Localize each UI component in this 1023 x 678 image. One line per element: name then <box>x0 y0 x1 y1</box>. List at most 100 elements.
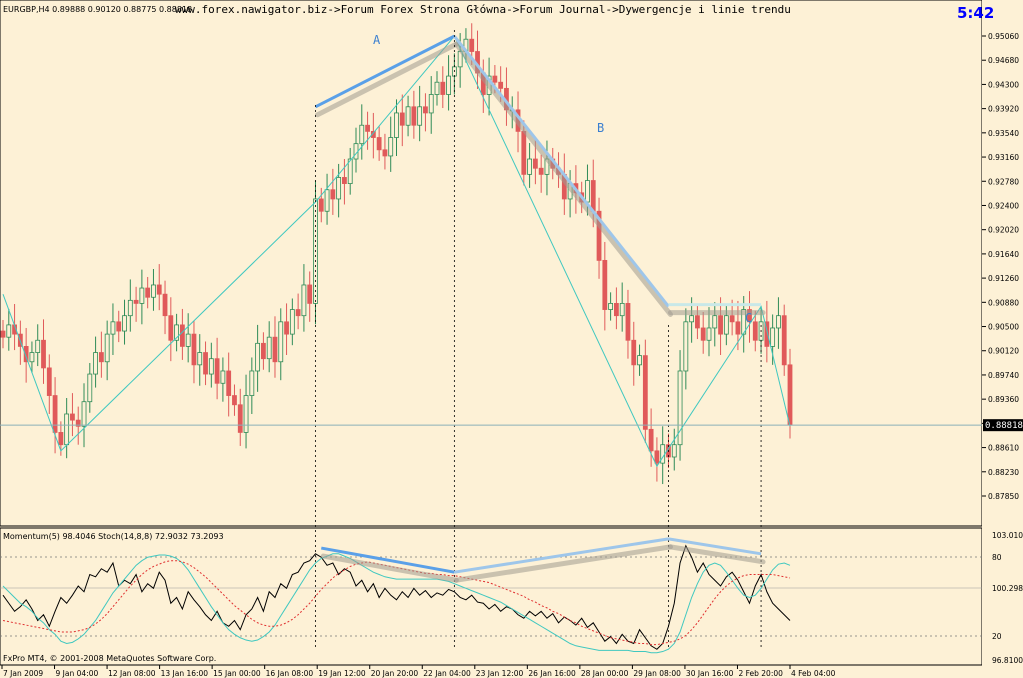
candle-body <box>104 333 110 363</box>
symbol-info: EURGBP,H4 0.89888 0.90120 0.88775 0.8881… <box>3 5 192 14</box>
candle-body <box>764 321 770 347</box>
candle-body <box>197 352 203 366</box>
candle-body <box>232 395 237 406</box>
candle-body <box>440 81 446 95</box>
candle-body <box>394 112 399 138</box>
candle-body <box>168 315 174 341</box>
candle-body <box>469 38 475 52</box>
candle-body <box>492 75 498 83</box>
candle-body <box>307 284 313 304</box>
candle-body <box>6 324 12 338</box>
wave-label-c: C <box>745 311 752 325</box>
candle-body <box>776 315 781 329</box>
candle-body <box>52 395 58 433</box>
time-tick-label: 30 Jan 16:00 <box>686 669 734 678</box>
candle-body <box>0 330 6 338</box>
candle-body <box>75 419 81 427</box>
candle-body <box>145 287 151 298</box>
candle-body <box>116 321 122 332</box>
candle-body <box>671 444 677 458</box>
price-tick-label: 0.92780 <box>988 177 1019 186</box>
candle-body <box>220 370 226 384</box>
candle-body <box>399 112 405 126</box>
indicator-level-label: 20 <box>992 632 1002 641</box>
candle-body <box>284 321 289 335</box>
trendline-shadow <box>453 41 673 317</box>
candle-body <box>98 352 104 363</box>
time-tick-label: 16 Jan 08:00 <box>266 669 314 678</box>
candle-body <box>41 339 46 369</box>
candle-body <box>723 315 729 335</box>
wave-label-b: B <box>597 121 604 135</box>
indicator-trendline <box>668 537 762 556</box>
price-tick-label: 0.93920 <box>988 105 1019 114</box>
candle-body <box>735 321 741 335</box>
candle-body <box>695 315 700 329</box>
candle-body <box>272 336 278 363</box>
candle-body <box>642 355 648 430</box>
price-axis <box>982 0 1023 678</box>
candle-body <box>266 336 272 360</box>
indicator-trendline-shadow <box>667 544 766 565</box>
candle-body <box>625 302 631 341</box>
url-text: www.forex.nawigator.biz->Forum Forex Str… <box>175 3 791 16</box>
candle-body <box>370 130 376 138</box>
trendline-a <box>314 34 456 109</box>
indicator-trendline-shadow <box>453 544 673 583</box>
candle-body <box>602 259 608 310</box>
candle-body <box>608 302 614 310</box>
candle-body <box>613 302 619 317</box>
candle-body <box>527 158 532 175</box>
price-tick-label: 0.87850 <box>988 492 1019 501</box>
indicator-level-label: 80 <box>992 553 1002 562</box>
candle-body <box>689 315 695 323</box>
candle-body <box>648 428 654 452</box>
candle-body <box>417 106 423 126</box>
candle-body <box>255 342 261 372</box>
time-tick-label: 4 Feb 04:00 <box>791 669 836 678</box>
time-tick-label: 23 Jan 12:00 <box>476 669 524 678</box>
time-tick-label: 12 Jan 08:00 <box>108 669 156 678</box>
price-tick-label: 0.92020 <box>988 226 1019 235</box>
candle-body <box>162 293 168 317</box>
candle-body <box>93 352 98 375</box>
price-tick-label: 0.94680 <box>988 56 1019 65</box>
candle-body <box>58 432 64 446</box>
series-stoch-main <box>2 553 791 654</box>
candle-body <box>631 339 637 366</box>
candle-body <box>336 177 342 200</box>
candle-body <box>174 324 180 341</box>
candle-body <box>376 137 382 151</box>
time-tick-label: 2 Feb 20:00 <box>738 669 783 678</box>
candle-body <box>359 124 365 145</box>
candle-body <box>347 158 353 184</box>
indicator-trendline-shadow <box>320 553 459 583</box>
price-tick-label: 0.88610 <box>988 444 1019 453</box>
candle-body <box>729 315 735 323</box>
candle-body <box>289 309 295 335</box>
candle-body <box>677 370 683 446</box>
price-tick-label: 0.90500 <box>988 323 1019 332</box>
candle-body <box>538 167 544 175</box>
candle-body <box>237 404 243 433</box>
price-tick-label: 0.93540 <box>988 129 1019 138</box>
candle-body <box>619 302 625 317</box>
candle-body <box>35 339 41 353</box>
time-tick-label: 29 Jan 08:00 <box>633 669 681 678</box>
indicator-panel <box>0 527 983 666</box>
trendline-shadow <box>314 41 459 118</box>
candle-body <box>179 324 185 347</box>
indicator-trendline <box>321 546 455 574</box>
candle-body <box>64 413 70 446</box>
trendline-b <box>453 35 670 308</box>
price-tick-label: 0.90120 <box>988 347 1019 356</box>
candle-body <box>747 309 752 323</box>
candle-body <box>585 180 590 203</box>
candle-body <box>434 81 440 95</box>
candle-body <box>532 158 538 169</box>
candle-body <box>388 137 394 157</box>
candle-body <box>127 299 133 317</box>
price-tick-label: 0.91260 <box>988 274 1019 283</box>
candle-body <box>110 321 116 335</box>
